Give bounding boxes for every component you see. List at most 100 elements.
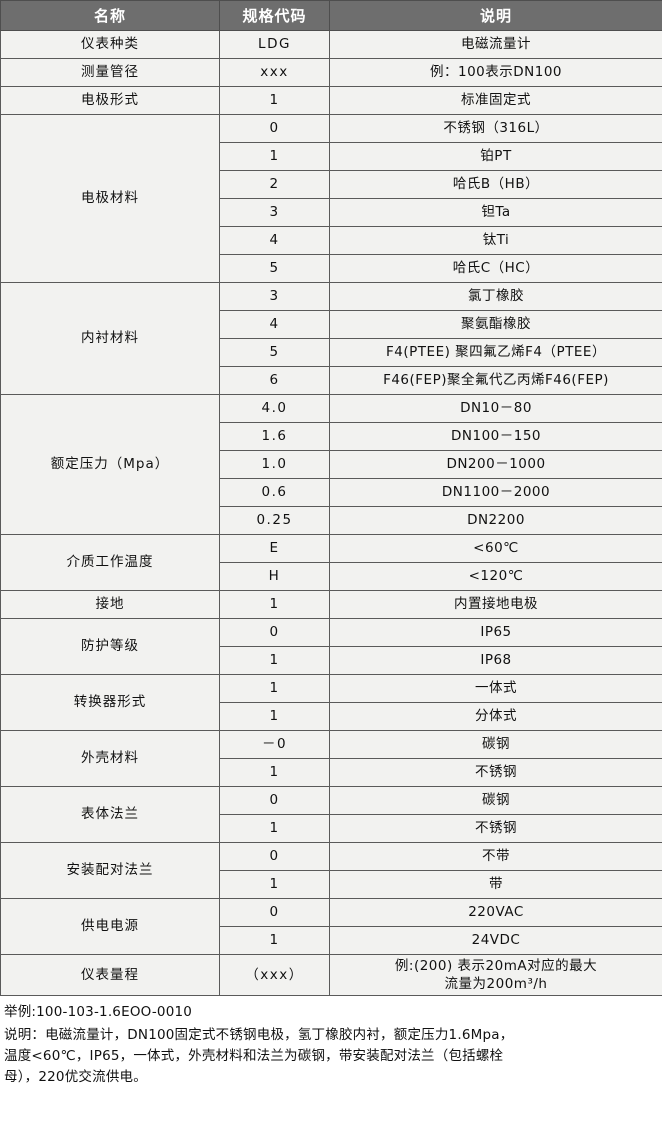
- row-description-cell: IP65: [329, 618, 662, 647]
- row-name-cell: 额定压力（Mpa）: [0, 394, 220, 535]
- row-description-cell: 例：100表示DN100: [329, 58, 662, 87]
- row-description-cell: DN2200: [329, 506, 662, 535]
- row-description-cell: 不锈钢（316L）: [329, 114, 662, 143]
- row-description-cell: 一体式: [329, 674, 662, 703]
- specification-table: 名称 规格代码 说明 仪表种类 LDG 电磁流量计 测量管径 ⅹⅹⅹ 例：100表示DN1…: [0, 0, 662, 997]
- row-code-cell: 1: [219, 86, 330, 115]
- row-code-cell: 0: [219, 898, 330, 927]
- row-description-cell: DN1100－2000: [329, 478, 662, 507]
- row-code-cell: 1: [219, 814, 330, 843]
- row-description-cell: DN100－150: [329, 422, 662, 451]
- table-row: 测量管径 ⅹⅹⅹ 例：100表示DN100: [0, 58, 662, 87]
- row-description-cell: 不带: [329, 842, 662, 871]
- row-name-cell: 介质工作温度: [0, 534, 220, 591]
- table-row: 1 IP68: [1, 646, 662, 675]
- row-code-cell: 1.0: [219, 450, 330, 479]
- row-code-cell: 1: [219, 926, 330, 955]
- row-description-cell: 带: [329, 870, 662, 899]
- row-description-cell: 碳钢: [329, 730, 662, 759]
- table-row: 电极材料 0 不锈钢（316L）: [0, 114, 662, 283]
- table-row: 1 铂PT: [1, 142, 662, 171]
- row-name-cell: 防护等级: [0, 618, 220, 675]
- table-row: 转换器形式 1 一体式: [0, 674, 662, 731]
- row-name-cell: 供电电源: [0, 898, 220, 955]
- row-description-cell: F46(FEP)聚全氟代乙丙烯F46(FEP): [329, 366, 662, 395]
- description-line-2: 温度<60℃，IP65，一体式，外壳材料和法兰为碳钢，带安装配对法兰（包括螺栓: [4, 1048, 504, 1065]
- row-description-cell: 不锈钢: [329, 758, 662, 787]
- row-name-cell: 转换器形式: [0, 674, 220, 731]
- row-code-cell: 5: [219, 338, 330, 367]
- table-row: 1 不锈钢: [1, 758, 662, 787]
- row-name-cell: 电极材料: [0, 114, 220, 283]
- table-row: 仪表量程 （ⅹⅹⅹ） 例:(200) 表示20mA对应的最大 流量为200m³/h: [0, 953, 662, 997]
- row-description-cell: 碳钢: [329, 786, 662, 815]
- row-description-cell: 24VDC: [329, 926, 662, 955]
- table-row: 接地 1 内置接地电极: [0, 590, 662, 619]
- row-code-cell: H: [219, 562, 330, 591]
- notes-block: 举例:100-103-1.6EOO-0010 说明：电磁流量计，DN100固定式…: [0, 996, 662, 1088]
- row-description-cell: DN10－80: [329, 394, 662, 423]
- row-description-cell: 哈氏C（HC）: [329, 254, 662, 283]
- row-description-cell: 氯丁橡胶: [329, 282, 662, 311]
- row-code-cell: 0: [219, 786, 330, 815]
- table-row: 0.25 DN2200: [1, 506, 662, 535]
- table-row: 防护等级 0 IP65: [0, 618, 662, 675]
- table-row: 4 钛Ti: [1, 226, 662, 255]
- table-row: 1 不锈钢: [1, 814, 662, 843]
- row-code-cell: 1: [219, 646, 330, 675]
- table-row: 供电电源 0 220VAC: [0, 898, 662, 955]
- table-row: 5 哈氏C（HC）: [1, 254, 662, 283]
- row-name-cell: 表体法兰: [0, 786, 220, 843]
- row-code-cell: 1: [219, 674, 330, 703]
- table-row: 额定压力（Mpa） 4.0 DN10－80: [0, 394, 662, 535]
- row-description-cell: 铂PT: [329, 142, 662, 171]
- row-name-cell: 外壳材料: [0, 730, 220, 787]
- table-header: 名称 规格代码 说明: [0, 0, 662, 31]
- row-description-cell: 标准固定式: [329, 86, 662, 115]
- table-header-row: 名称 规格代码 说明: [0, 0, 662, 31]
- row-name-cell: 接地: [0, 590, 220, 619]
- table-row: 1.6 DN100－150: [1, 422, 662, 451]
- row-code-cell: 0: [219, 114, 330, 143]
- row-code-cell: 4: [219, 310, 330, 339]
- row-description-cell: 电磁流量计: [329, 30, 662, 59]
- row-description-cell: 聚氨酯橡胶: [329, 310, 662, 339]
- row-description-cell: 钛Ti: [329, 226, 662, 255]
- row-code-cell: －0: [219, 730, 330, 759]
- row-code-cell: 0.25: [219, 506, 330, 535]
- row-code-cell: 0: [219, 618, 330, 647]
- row-description-cell: 哈氏B（HB）: [329, 170, 662, 199]
- row-description-cell: 例:(200) 表示20mA对应的最大 流量为200m³/h: [329, 953, 662, 997]
- row-description-cell: 钽Ta: [329, 198, 662, 227]
- example-label: 举例:100-103-1.6EOO-0010: [4, 1004, 193, 1021]
- row-description-cell: 不锈钢: [329, 814, 662, 843]
- table-row: 5 F4(PTEE) 聚四氟乙烯F4（PTEE）: [1, 338, 662, 367]
- row-description-cell: DN200－1000: [329, 450, 662, 479]
- header-name: 名称: [0, 0, 220, 31]
- row-code-cell: 1: [219, 142, 330, 171]
- table-row: 外壳材料 －0 碳钢: [0, 730, 662, 787]
- row-description-cell: 内置接地电极: [329, 590, 662, 619]
- table-row: 1.0 DN200－1000: [1, 450, 662, 479]
- row-description-cell: IP68: [329, 646, 662, 675]
- table-row: 电极形式 1 标准固定式: [0, 86, 662, 115]
- row-code-cell: 4.0: [219, 394, 330, 423]
- header-description: 说明: [329, 0, 662, 31]
- row-code-cell: 1: [219, 870, 330, 899]
- row-code-cell: 6: [219, 366, 330, 395]
- row-name-cell: 内衬材料: [0, 282, 220, 395]
- table-row: 1 分体式: [1, 702, 662, 731]
- row-description-cell: <60℃: [329, 534, 662, 563]
- row-name-cell: 仪表种类: [0, 30, 220, 59]
- table-body: 仪表种类 LDG 电磁流量计 测量管径 ⅹⅹⅹ 例：100表示DN100 电极形式 1 标准固定…: [0, 30, 662, 997]
- row-description-cell: 220VAC: [329, 898, 662, 927]
- row-code-cell: 0.6: [219, 478, 330, 507]
- row-description-cell: <120℃: [329, 562, 662, 591]
- row-code-cell: 5: [219, 254, 330, 283]
- row-code-cell: E: [219, 534, 330, 563]
- row-name-cell: 仪表量程: [0, 953, 220, 997]
- row-name-cell: 测量管径: [0, 58, 220, 87]
- row-code-cell: 3: [219, 198, 330, 227]
